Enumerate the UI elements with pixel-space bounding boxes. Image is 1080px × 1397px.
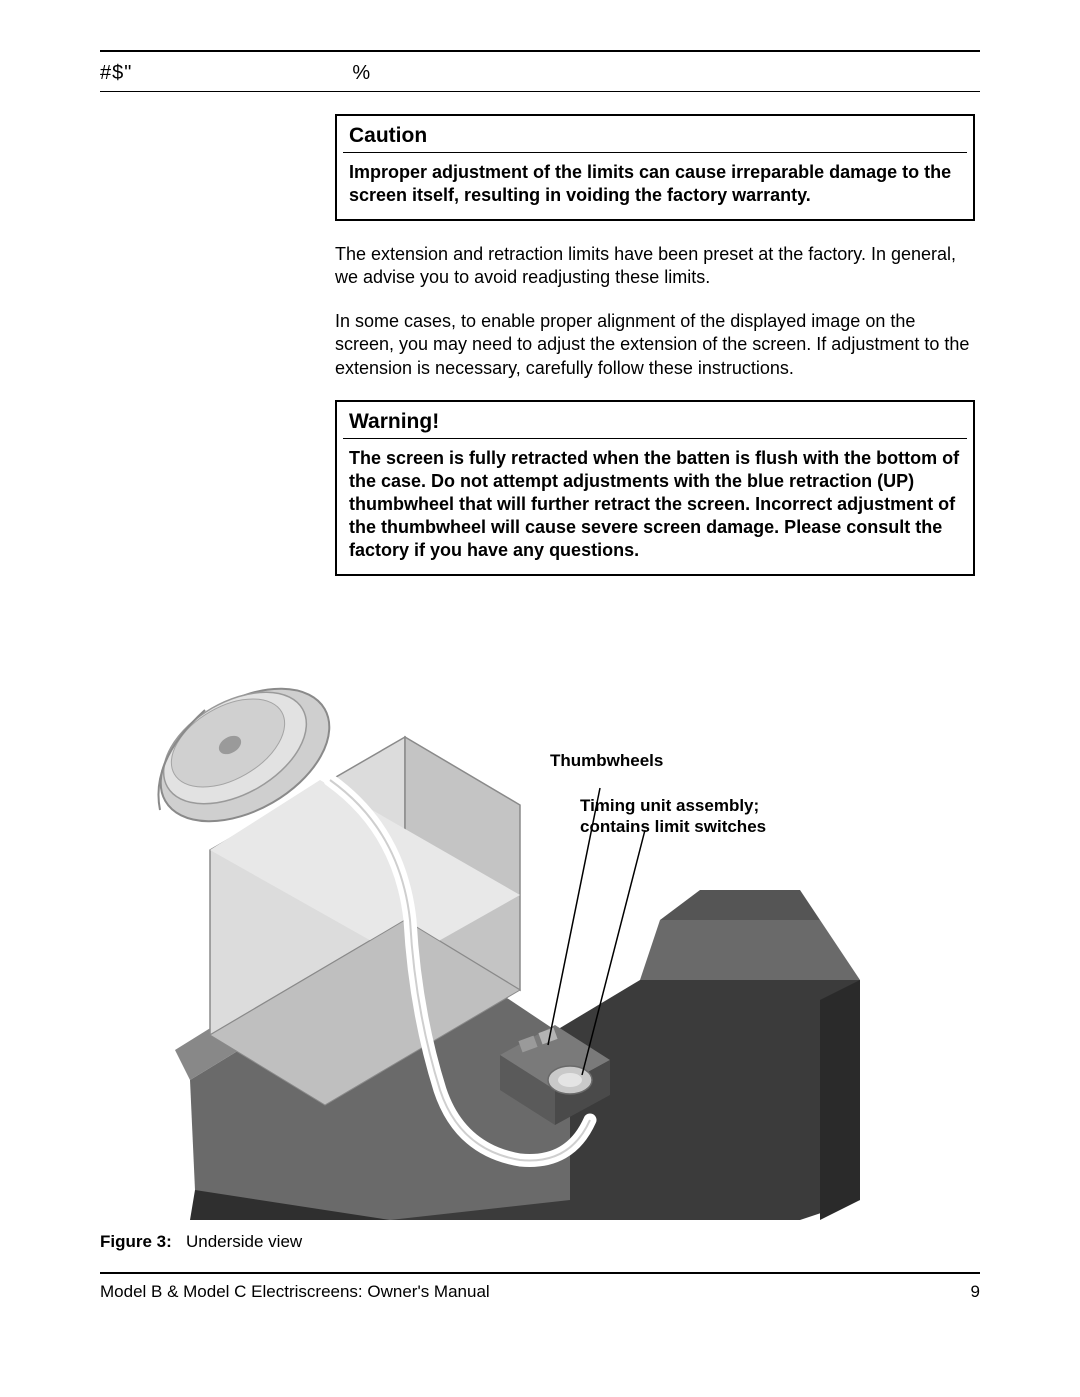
- figure-caption: Figure 3: Underside view: [100, 1232, 302, 1252]
- section-header: #$" %: [100, 58, 980, 92]
- header-right: %: [352, 62, 371, 85]
- callout-timing-line1: Timing unit assembly;: [580, 796, 759, 815]
- footer-manual-title: Model B & Model C Electriscreens: Owner'…: [100, 1282, 490, 1302]
- footer-page-number: 9: [971, 1282, 980, 1302]
- callout-timing-line2: contains limit switches: [580, 817, 766, 836]
- warning-title: Warning!: [343, 408, 967, 439]
- warning-text: The screen is fully retracted when the b…: [343, 439, 967, 568]
- callout-timing-unit: Timing unit assembly; contains limit swi…: [580, 795, 766, 838]
- caution-box: Caution Improper adjustment of the limit…: [335, 114, 975, 221]
- footer: Model B & Model C Electriscreens: Owner'…: [100, 1282, 980, 1302]
- caution-title: Caution: [343, 122, 967, 153]
- figure-caption-text: Underside view: [186, 1232, 302, 1251]
- paragraph-1: The extension and retraction limits have…: [335, 243, 975, 290]
- header-left: #$": [100, 62, 132, 85]
- top-rule: [100, 50, 980, 52]
- paragraph-2: In some cases, to enable proper alignmen…: [335, 310, 975, 380]
- figure-diagram: Thumbwheels Timing unit assembly; contai…: [100, 660, 980, 1220]
- figure-caption-label: Figure 3:: [100, 1232, 172, 1251]
- caution-text: Improper adjustment of the limits can ca…: [343, 153, 967, 213]
- warning-box: Warning! The screen is fully retracted w…: [335, 400, 975, 576]
- bottom-rule: [100, 1272, 980, 1274]
- callout-thumbwheels: Thumbwheels: [550, 750, 663, 771]
